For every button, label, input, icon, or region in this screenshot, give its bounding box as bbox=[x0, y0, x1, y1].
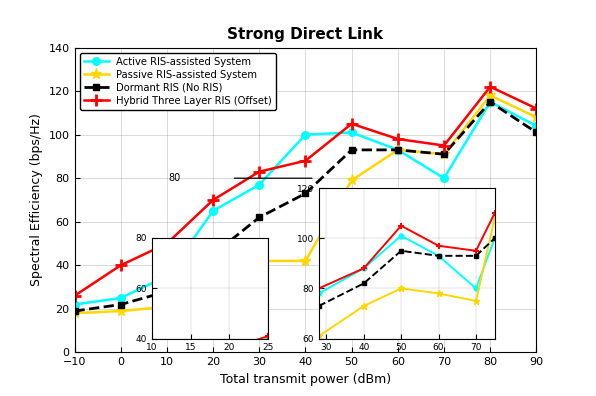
Passive RIS-assisted System bbox=[163, 304, 170, 309]
Line: Active RIS-assisted System: Active RIS-assisted System bbox=[71, 98, 540, 308]
Passive RIS-assisted System bbox=[348, 178, 355, 183]
X-axis label: Total transmit power (dBm): Total transmit power (dBm) bbox=[220, 373, 391, 386]
Active RIS-assisted System bbox=[395, 147, 402, 152]
Dormant RIS (No RIS) bbox=[256, 215, 263, 220]
Hybrid Three Layer RIS (Offset) bbox=[486, 84, 493, 89]
Dormant RIS (No RIS) bbox=[117, 302, 124, 307]
Active RIS-assisted System bbox=[440, 176, 448, 181]
Dormant RIS (No RIS) bbox=[302, 191, 309, 196]
Passive RIS-assisted System bbox=[210, 274, 217, 279]
Passive RIS-assisted System bbox=[395, 147, 402, 152]
Hybrid Three Layer RIS (Offset) bbox=[117, 263, 124, 268]
Active RIS-assisted System bbox=[210, 208, 217, 213]
Line: Hybrid Three Layer RIS (Offset): Hybrid Three Layer RIS (Offset) bbox=[69, 81, 542, 301]
Active RIS-assisted System bbox=[117, 295, 124, 300]
Passive RIS-assisted System bbox=[486, 93, 493, 98]
Hybrid Three Layer RIS (Offset) bbox=[71, 293, 78, 298]
Line: Dormant RIS (No RIS): Dormant RIS (No RIS) bbox=[72, 99, 539, 314]
Text: 80: 80 bbox=[169, 173, 181, 183]
Passive RIS-assisted System bbox=[256, 259, 263, 263]
Hybrid Three Layer RIS (Offset) bbox=[163, 241, 170, 246]
Passive RIS-assisted System bbox=[533, 115, 540, 120]
Passive RIS-assisted System bbox=[117, 309, 124, 314]
Dormant RIS (No RIS) bbox=[163, 289, 170, 294]
Active RIS-assisted System bbox=[256, 182, 263, 187]
Dormant RIS (No RIS) bbox=[348, 147, 355, 152]
Dormant RIS (No RIS) bbox=[440, 152, 448, 156]
Dormant RIS (No RIS) bbox=[71, 309, 78, 314]
Y-axis label: Spectral Efficiency (bps/Hz): Spectral Efficiency (bps/Hz) bbox=[30, 114, 43, 286]
Dormant RIS (No RIS) bbox=[533, 130, 540, 135]
Active RIS-assisted System bbox=[163, 274, 170, 279]
Hybrid Three Layer RIS (Offset) bbox=[533, 106, 540, 111]
Hybrid Three Layer RIS (Offset) bbox=[302, 158, 309, 163]
Hybrid Three Layer RIS (Offset) bbox=[395, 137, 402, 141]
Active RIS-assisted System bbox=[302, 132, 309, 137]
Active RIS-assisted System bbox=[348, 130, 355, 135]
Hybrid Three Layer RIS (Offset) bbox=[256, 169, 263, 174]
Title: Strong Direct Link: Strong Direct Link bbox=[228, 27, 383, 42]
Passive RIS-assisted System bbox=[440, 152, 448, 156]
Hybrid Three Layer RIS (Offset) bbox=[348, 121, 355, 126]
Passive RIS-assisted System bbox=[71, 311, 78, 316]
Dormant RIS (No RIS) bbox=[486, 99, 493, 104]
Dormant RIS (No RIS) bbox=[395, 147, 402, 152]
Active RIS-assisted System bbox=[486, 99, 493, 104]
Hybrid Three Layer RIS (Offset) bbox=[210, 198, 217, 202]
Active RIS-assisted System bbox=[71, 302, 78, 307]
Line: Passive RIS-assisted System: Passive RIS-assisted System bbox=[69, 90, 542, 319]
Legend: Active RIS-assisted System, Passive RIS-assisted System, Dormant RIS (No RIS), H: Active RIS-assisted System, Passive RIS-… bbox=[79, 53, 277, 110]
Passive RIS-assisted System bbox=[302, 259, 309, 263]
Hybrid Three Layer RIS (Offset) bbox=[440, 143, 448, 148]
Dormant RIS (No RIS) bbox=[210, 252, 217, 257]
Active RIS-assisted System bbox=[533, 124, 540, 128]
